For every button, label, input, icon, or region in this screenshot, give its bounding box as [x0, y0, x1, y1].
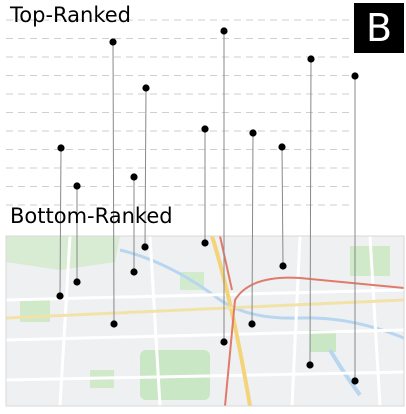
- map-road: [5, 288, 405, 302]
- rank-point: [142, 84, 150, 92]
- map-road-major: [210, 235, 252, 407]
- map-point: [279, 262, 287, 270]
- map-park: [310, 330, 336, 352]
- map-point: [248, 320, 256, 328]
- map-road-red: [224, 276, 405, 407]
- map-park: [6, 236, 120, 270]
- map-road-major: [5, 298, 405, 320]
- connector-line: [59, 147, 62, 297]
- map-park: [20, 300, 50, 322]
- rank-point: [249, 129, 257, 137]
- map-point: [351, 377, 359, 385]
- connector-line: [281, 146, 284, 267]
- map-road: [5, 328, 405, 342]
- map-point: [201, 239, 209, 247]
- point-connectors: [56, 27, 359, 385]
- connector-line: [144, 87, 147, 248]
- map-road: [5, 370, 405, 382]
- map-point: [306, 361, 314, 369]
- map-road-red: [219, 235, 233, 291]
- rank-point: [220, 27, 228, 35]
- rank-point: [201, 125, 209, 133]
- panel-badge: B: [354, 3, 404, 53]
- rank-point: [278, 143, 286, 151]
- map-road: [58, 235, 72, 407]
- rank-point: [351, 72, 359, 80]
- map-water: [119, 248, 405, 340]
- connector-line: [251, 132, 254, 325]
- map-road: [368, 235, 382, 407]
- map-point: [56, 292, 64, 300]
- map-point: [220, 338, 228, 346]
- rank-point: [130, 173, 138, 181]
- map-road: [290, 235, 302, 407]
- map-point: [130, 268, 138, 276]
- rank-point: [109, 38, 117, 46]
- map-point: [73, 278, 81, 286]
- rank-point: [307, 55, 315, 63]
- connector-line: [309, 58, 312, 366]
- rank-gridlines: [6, 19, 352, 206]
- connector-line: [112, 41, 115, 325]
- top-ranked-label: Top-Ranked: [10, 3, 131, 27]
- map-road: [148, 235, 162, 407]
- bottom-ranked-label: Bottom-Ranked: [10, 204, 173, 228]
- map-point: [110, 320, 118, 328]
- city-map: [5, 235, 405, 407]
- rank-point: [57, 144, 65, 152]
- rank-point: [73, 182, 81, 190]
- map-point: [141, 243, 149, 251]
